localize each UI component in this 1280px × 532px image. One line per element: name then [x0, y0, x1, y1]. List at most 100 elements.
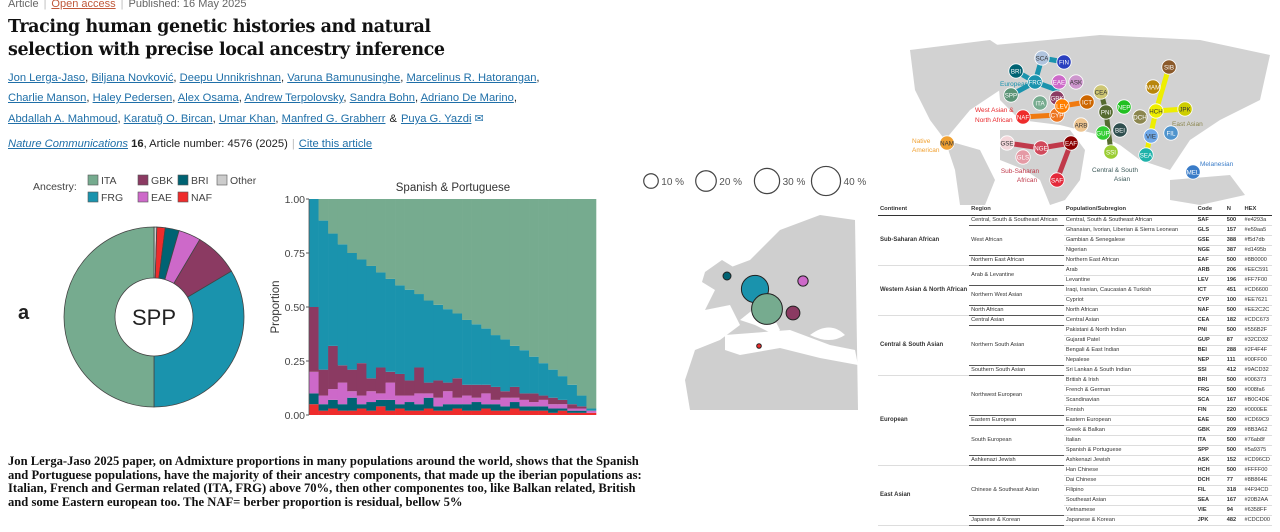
region-cell: North African — [969, 305, 1064, 316]
article-number: , Article number: 4576 (2025) — [143, 138, 288, 150]
bar-segment-bri — [404, 402, 415, 411]
hex-cell: #FFFF00 — [1242, 464, 1272, 476]
author-link[interactable]: Sandra Bohn — [349, 92, 415, 104]
author-link[interactable]: Adriano De Marino — [420, 92, 514, 104]
continent-cell: European — [878, 374, 970, 466]
table-row: Central & South Asian Central Asian Centra… — [878, 314, 1272, 376]
bar-segment-ita — [318, 199, 329, 221]
hex-cell: #556B2F — [1242, 325, 1272, 336]
hex-cell: #4F94CD — [1242, 485, 1272, 496]
region-group-label: Sub-Saharan — [1001, 168, 1040, 175]
bar-segment-gbk — [462, 384, 472, 396]
region-group-label: African — [1017, 177, 1038, 184]
population-node-dch: DCH — [1132, 109, 1148, 125]
bar-segment-naf — [366, 410, 377, 415]
y-tick-label: 1.00 — [285, 194, 306, 206]
author-link[interactable]: Charlie Manson — [8, 92, 87, 104]
population-node-naf: NAF — [1015, 109, 1031, 125]
bar-segment-gbk — [366, 378, 377, 392]
bar-segment-gbk — [414, 367, 425, 394]
bar-segment-frg — [576, 395, 587, 407]
bar-segment-frg — [318, 220, 329, 370]
bar-segment-ita — [366, 199, 377, 266]
size-legend-label: 10 % — [661, 177, 684, 188]
population-cell: Nigerian — [1063, 245, 1196, 256]
bar-segment-gbk — [509, 386, 520, 398]
bar-segment-bri — [529, 406, 539, 411]
britain-landmass — [702, 260, 735, 290]
bar-segment-eae — [519, 399, 530, 407]
author-link[interactable]: Varuna Bamunusinghe — [287, 72, 401, 84]
table-row: European Northwest European British & Iris… — [878, 374, 1272, 466]
article-title: Tracing human genetic histories and natu… — [8, 17, 445, 60]
population-node-hch: HCH — [1148, 103, 1164, 119]
population-cell: Pakistani & North Indian — [1063, 325, 1196, 336]
author-link[interactable]: Marcelinus R. Hatorangan — [406, 72, 537, 84]
author-link[interactable]: Puya G. Yazdi — [400, 113, 472, 125]
bar-segment-bri — [423, 397, 434, 409]
table-row: Northern South Asian Pakistani & North In… — [878, 325, 1272, 366]
region-cell: West African — [969, 225, 1064, 256]
bar-segment-eae — [395, 395, 405, 405]
region-group-label: North African — [975, 117, 1013, 124]
bar-segment-gbk — [356, 363, 367, 396]
bar-segment-ita — [481, 199, 492, 329]
cite-link[interactable]: Cite this article — [298, 138, 373, 150]
hex-cell: #2F4F4F — [1242, 345, 1272, 356]
bar-segment-eae — [576, 408, 587, 411]
bar-segment-naf — [519, 410, 530, 415]
email-icon[interactable]: ✉ — [474, 113, 484, 125]
n-cell: 500 — [1224, 374, 1243, 386]
node-code: FIL — [1167, 130, 1176, 137]
population-cell: Nepalese — [1063, 355, 1196, 366]
population-node-ask: ASK — [1068, 74, 1084, 90]
code-cell: NEP — [1195, 355, 1225, 366]
region-cell: Arab & Levantine — [969, 264, 1064, 286]
author-link[interactable]: Jon Lerga-Jaso — [8, 72, 86, 84]
n-cell: 500 — [1224, 255, 1243, 266]
legend-label: FRG — [101, 192, 123, 204]
region-cell: Chinese & Southeast Asian — [969, 464, 1064, 516]
population-node-vie: VIE — [1143, 128, 1159, 144]
author-link[interactable]: Umar Khan — [218, 113, 276, 125]
node-code: EAF — [1065, 140, 1077, 147]
author-list-line-3: Abdallah A. Mahmoud, Karatuğ O. Bircan, … — [8, 113, 484, 125]
author-link[interactable]: Karatuğ O. Bircan — [123, 113, 213, 125]
code-cell: SEA — [1195, 495, 1225, 506]
region-group-label: American — [912, 147, 940, 154]
code-cell: BEI — [1195, 345, 1225, 356]
n-cell: 111 — [1224, 355, 1243, 366]
bar-segment-naf — [529, 410, 539, 415]
table-row: Cypriot CYP 100 #EE7621 — [878, 295, 1272, 306]
table-row: Southeast Asian SEA 167 #20B2AA — [878, 495, 1272, 506]
author-link[interactable]: Alex Osama — [177, 92, 239, 104]
code-cell: EAE — [1195, 415, 1225, 426]
bar-segment-frg — [529, 356, 539, 394]
author-link[interactable]: Haley Pedersen — [92, 92, 173, 104]
author-link[interactable]: Biljana Novković — [91, 72, 174, 84]
author-link[interactable]: Manfred G. Grabherr — [281, 113, 386, 125]
author-link[interactable]: Abdallah A. Mahmoud — [8, 113, 118, 125]
size-legend-circle — [753, 167, 781, 195]
bar-segment-gbk — [328, 345, 338, 390]
population-cell: Northern East African — [1063, 255, 1196, 266]
bar-segment-ita — [395, 199, 405, 286]
mediterranean-sea — [725, 330, 858, 365]
bar-segment-naf — [309, 404, 319, 415]
open-access-link[interactable]: Open access — [51, 0, 116, 10]
population-node-saf: SAF — [1049, 172, 1065, 188]
author-link[interactable]: Deepu Unnikrishnan — [179, 72, 282, 84]
code-cell: GSE — [1195, 235, 1225, 246]
bar-segment-naf — [548, 412, 559, 415]
author-link[interactable]: Andrew Terpolovsky — [244, 92, 344, 104]
journal-link[interactable]: Nature Communications — [8, 138, 129, 150]
bar-segment-gbk — [519, 393, 530, 400]
region-cell: Eastern European — [969, 415, 1064, 426]
legend-label: GBK — [151, 175, 173, 187]
n-cell: 220 — [1224, 405, 1243, 416]
panel-label: a — [18, 302, 30, 324]
table-row: Eastern European Eastern European EAE 500 #C… — [878, 415, 1272, 426]
bar-segment-frg — [404, 289, 415, 381]
region-cell: Northern West Asian — [969, 285, 1064, 306]
hex-cell: #32CD32 — [1242, 335, 1272, 346]
